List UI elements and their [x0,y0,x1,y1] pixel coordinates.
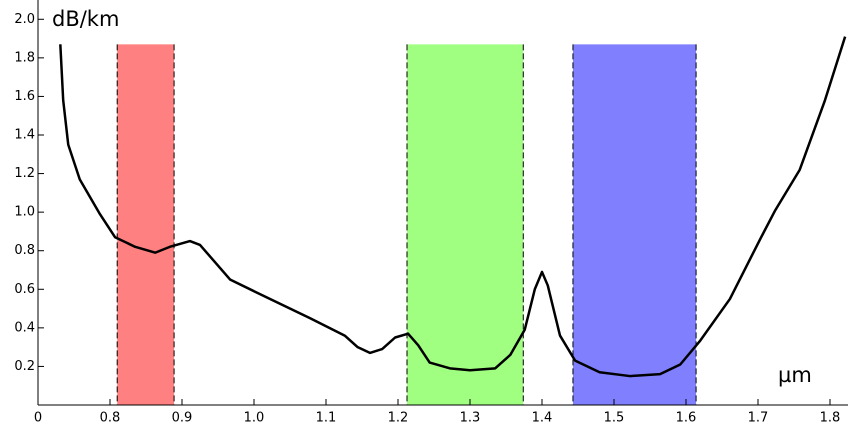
y-tick-label: 0.4 [14,320,35,335]
y-tick-label: 0.6 [14,282,35,297]
y-tick-label: 1.0 [14,205,35,220]
x-tick-label: 1.5 [604,411,625,426]
y-tick-label: 1.6 [14,89,35,104]
x-tick-label: 1.0 [244,411,265,426]
y-tick-label: 0.8 [14,243,35,258]
band [407,44,524,405]
x-tick-label: 1.4 [532,411,553,426]
x-tick-label: 0.8 [100,411,121,426]
band [572,44,697,405]
x-tick-label: 1.2 [388,411,409,426]
y-tick-label: 1.2 [14,166,35,181]
x-tick-label: 1.3 [460,411,481,426]
y-tick-label: 1.4 [14,128,35,143]
x-tick-label: 1.7 [748,411,769,426]
y-tick-label: 0.2 [14,359,35,374]
x-tick-label: 1.1 [316,411,337,426]
y-tick-label: 1.8 [14,50,35,65]
y-axis-label: dB/km [52,7,119,31]
x-tick-label: 1.6 [676,411,697,426]
y-tick-label: 2.0 [14,12,35,27]
x-tick-label: 0.9 [172,411,193,426]
x-axis-label: µm [778,363,812,387]
x-tick-label: 0 [34,411,42,426]
curve [59,36,847,378]
x-tick-label: 1.8 [820,411,841,426]
band [117,44,175,405]
